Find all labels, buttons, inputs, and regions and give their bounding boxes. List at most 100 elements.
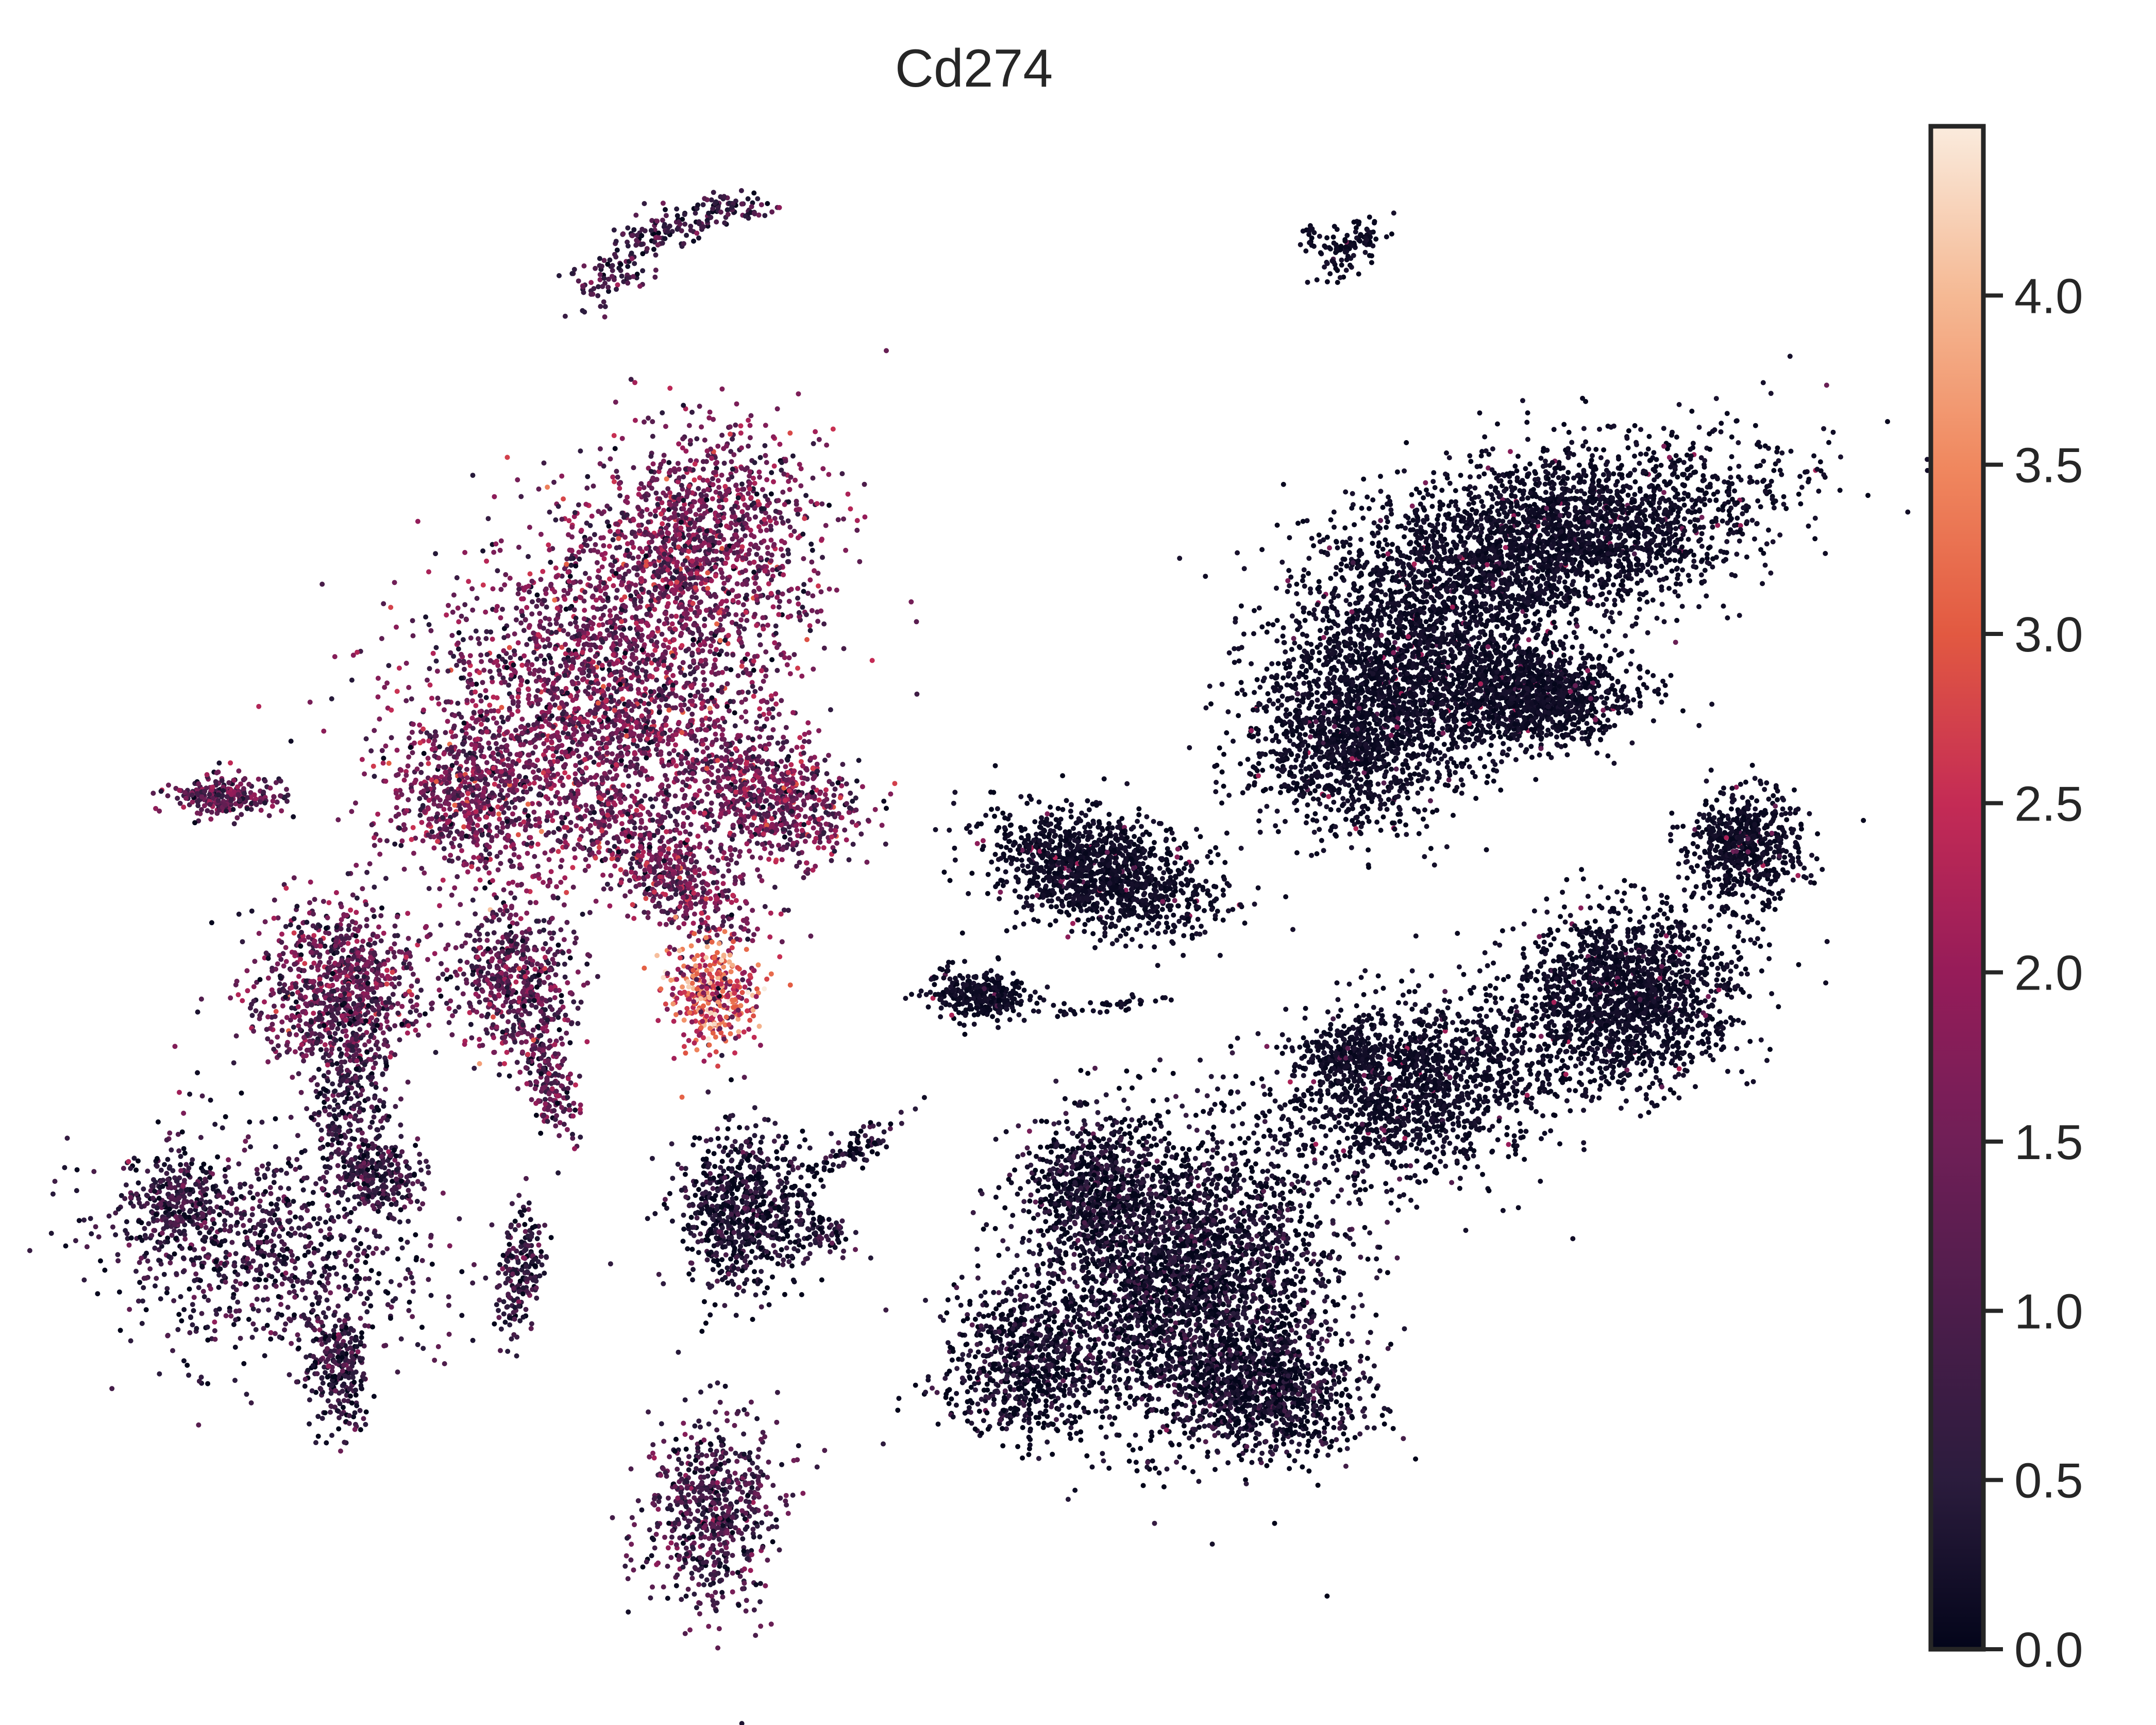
scatter-point: [914, 692, 919, 697]
scatter-point: [459, 676, 464, 681]
scatter-point: [692, 733, 697, 739]
scatter-point: [444, 612, 449, 617]
scatter-point: [528, 835, 533, 840]
scatter-point: [410, 750, 415, 755]
scatter-point: [708, 840, 713, 845]
scatter-point: [664, 790, 669, 795]
scatter-point: [812, 839, 817, 844]
scatter-point: [794, 823, 799, 828]
scatter-point: [612, 277, 617, 282]
scatter-point: [576, 842, 581, 847]
scatter-point: [701, 688, 706, 693]
scatter-point: [658, 736, 663, 742]
scatter-point: [484, 729, 490, 734]
scatter-point: [600, 735, 605, 741]
scatter-point: [707, 716, 712, 722]
scatter-point: [617, 486, 622, 491]
scatter-point: [822, 758, 828, 763]
scatter-point: [648, 454, 653, 459]
scatter-point: [777, 565, 782, 571]
scatter-point: [673, 614, 679, 619]
scatter-point: [694, 561, 699, 566]
scatter-point: [616, 735, 621, 740]
scatter-point: [656, 704, 662, 709]
scatter-point: [597, 623, 602, 628]
scatter-point: [760, 758, 765, 763]
scatter-point: [1334, 247, 1339, 252]
scatter-point: [431, 834, 436, 840]
scatter-point: [502, 738, 507, 743]
scatter-point: [588, 583, 593, 589]
scatter-point: [780, 847, 785, 852]
scatter-point: [706, 211, 711, 216]
scatter-point: [844, 838, 849, 843]
scatter-point: [757, 502, 762, 507]
scatter-point: [884, 348, 889, 353]
scatter-point: [686, 540, 692, 545]
scatter-point: [485, 717, 490, 723]
scatter-point: [722, 484, 728, 489]
scatter-point: [782, 834, 787, 840]
scatter-point: [584, 543, 589, 548]
scatter-point: [709, 578, 714, 583]
scatter-point: [860, 784, 865, 789]
scatter-point: [702, 677, 707, 682]
scatter-point: [607, 823, 612, 828]
scatter-point: [639, 242, 644, 247]
scatter-point: [603, 657, 609, 662]
scatter-point: [678, 702, 683, 708]
scatter-point: [829, 827, 834, 832]
scatter-point: [710, 813, 715, 818]
scatter-point: [694, 758, 699, 763]
scatter-point: [643, 661, 648, 666]
scatter-point: [569, 271, 575, 276]
scatter-point: [462, 602, 467, 607]
scatter-point: [608, 529, 613, 534]
scatter-point: [611, 652, 616, 657]
scatter-point: [821, 622, 827, 627]
scatter-point: [688, 458, 693, 463]
scatter-point: [595, 560, 600, 565]
scatter-point: [609, 699, 614, 705]
scatter-point: [689, 718, 694, 723]
scatter-point: [796, 601, 801, 607]
scatter-point: [586, 657, 591, 662]
scatter-point: [588, 755, 593, 760]
scatter-point: [738, 430, 744, 436]
scatter-point: [847, 857, 852, 862]
scatter-point: [731, 832, 736, 838]
scatter-point: [660, 241, 665, 246]
scatter-point: [765, 700, 770, 705]
scatter-point: [776, 612, 781, 617]
scatter-point: [839, 471, 845, 476]
scatter-point: [628, 661, 633, 666]
scatter-point: [581, 263, 586, 269]
scatter-point: [527, 623, 532, 628]
scatter-point: [411, 825, 416, 830]
scatter-point: [838, 795, 843, 800]
scatter-point: [664, 723, 669, 728]
scatter-point: [589, 746, 594, 751]
scatter-point: [815, 501, 820, 506]
scatter-point: [857, 559, 862, 564]
scatter-point: [600, 640, 605, 645]
scatter-point: [808, 628, 813, 633]
scatter-point: [745, 513, 750, 518]
scatter-point: [713, 574, 718, 579]
scatter-point: [781, 572, 786, 577]
scatter-point: [711, 482, 716, 487]
scatter-point: [720, 575, 725, 580]
scatter-point: [756, 568, 762, 573]
scatter-point: [642, 493, 647, 498]
scatter-point: [467, 672, 473, 677]
scatter-point: [469, 586, 475, 591]
scatter-point: [769, 470, 774, 475]
scatter-point: [468, 1022, 474, 1027]
scatter-point: [570, 740, 575, 745]
scatter-point: [688, 607, 694, 612]
scatter-point: [668, 728, 673, 733]
scatter-point: [448, 650, 453, 656]
scatter-point: [765, 545, 770, 550]
scatter-point: [798, 771, 803, 776]
scatter-point: [739, 570, 745, 575]
